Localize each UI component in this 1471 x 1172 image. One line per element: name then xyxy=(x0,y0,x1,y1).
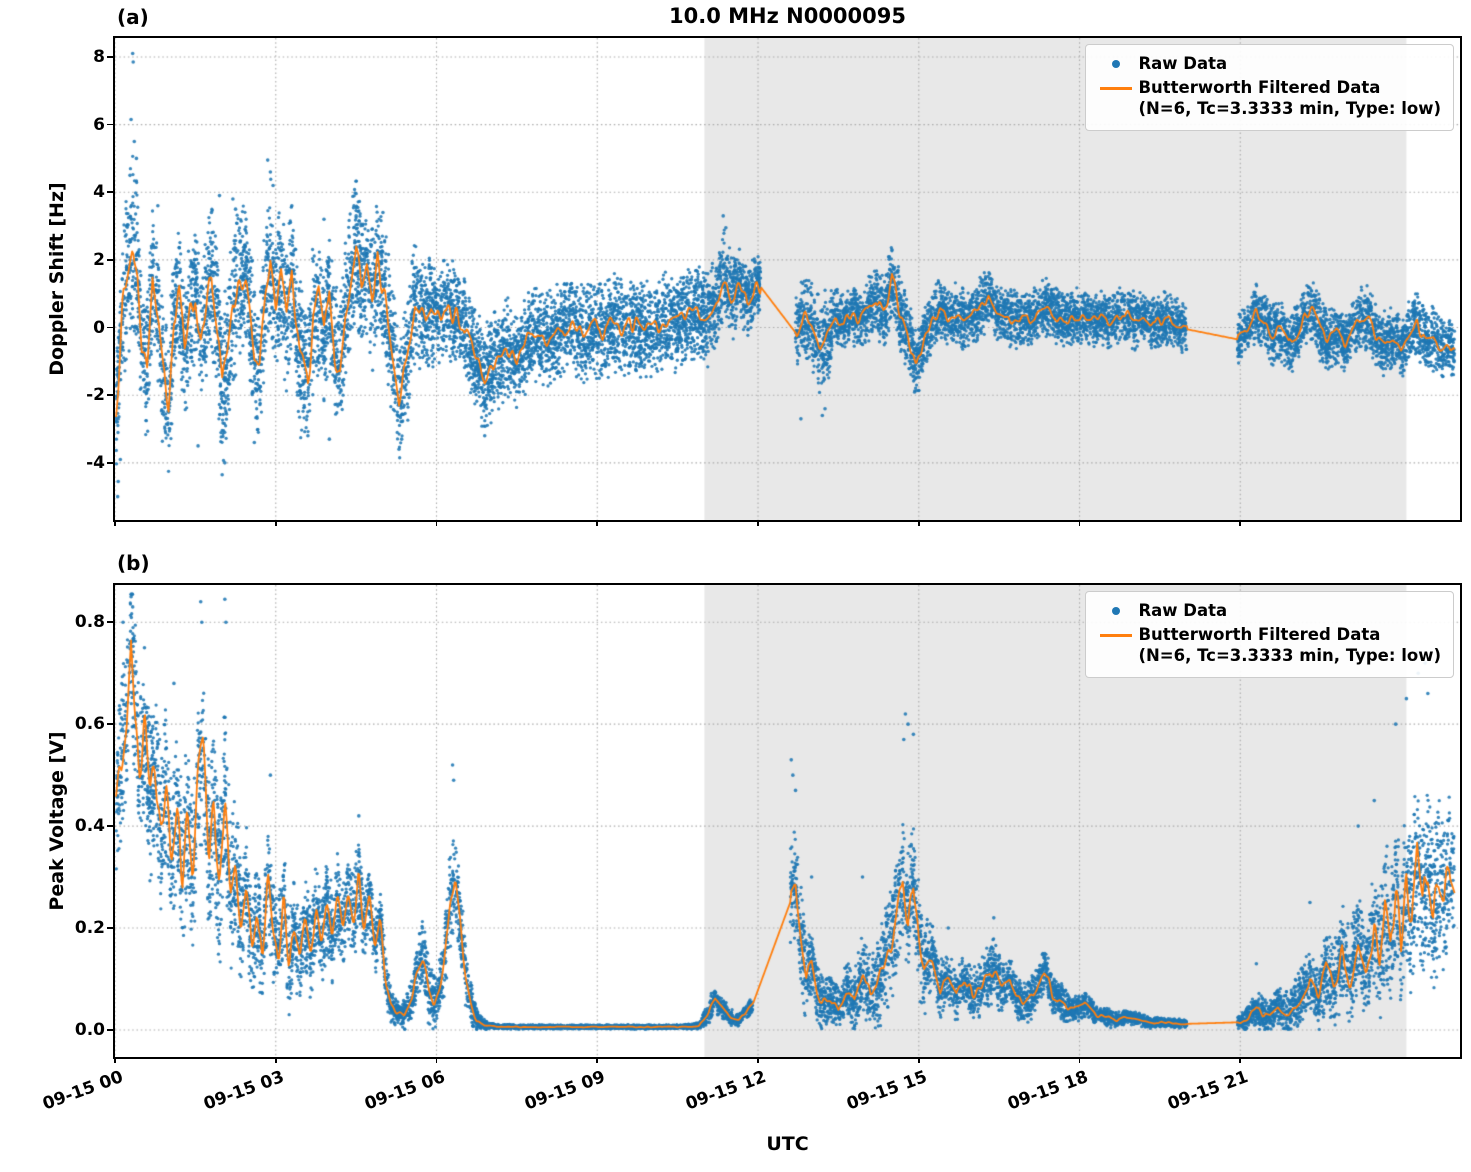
y-tick-label: -2 xyxy=(86,385,105,406)
x-tick-mark xyxy=(596,520,599,526)
figure-title: 10.0 MHz N0000095 xyxy=(669,4,906,28)
panel-a-tag: (a) xyxy=(117,5,149,29)
raw-data-marker-icon xyxy=(1094,600,1138,622)
x-tick-label: 09-15 09 xyxy=(517,1067,608,1115)
x-tick-label-text: 09-15 15 xyxy=(843,1067,930,1115)
x-tick-label-text: 09-15 09 xyxy=(522,1067,609,1115)
x-tick-mark xyxy=(435,520,438,526)
filtered-data-marker-icon xyxy=(1094,624,1138,646)
y-tick-label: 4 xyxy=(93,182,105,203)
y-axis-label-a: Doppler Shift [Hz] xyxy=(46,182,68,376)
y-tick-mark xyxy=(107,326,115,329)
legend-row-filtered: Butterworth Filtered Data (N=6, Tc=3.333… xyxy=(1094,624,1441,667)
y-tick-mark xyxy=(107,825,115,827)
x-axis-label: UTC xyxy=(766,1133,809,1155)
y-tick-label: 2 xyxy=(93,249,105,270)
panel-b-tag: (b) xyxy=(117,551,150,575)
x-tick-label-text: 09-15 03 xyxy=(200,1067,287,1115)
legend-raw-label: Raw Data xyxy=(1138,601,1228,620)
y-tick-mark xyxy=(107,621,115,623)
x-tick-mark xyxy=(1239,520,1242,526)
y-tick-label: 0.8 xyxy=(74,612,105,633)
y-tick-mark xyxy=(107,394,115,396)
raw-data-marker-icon xyxy=(1094,53,1138,75)
x-tick-label: 09-15 12 xyxy=(678,1067,769,1115)
x-tick-mark xyxy=(1239,1057,1242,1063)
y-tick-mark xyxy=(107,462,115,464)
legend-row-filtered: Butterworth Filtered Data (N=6, Tc=3.333… xyxy=(1094,77,1441,120)
x-tick-label: 09-15 06 xyxy=(357,1067,448,1115)
legend-panel-b: Raw Data Butterworth Filtered Data (N=6,… xyxy=(1085,591,1454,678)
x-tick-label-text: 09-15 12 xyxy=(683,1067,769,1115)
x-tick-mark xyxy=(757,520,759,526)
y-tick-mark xyxy=(107,723,115,725)
x-tick-mark xyxy=(114,1057,116,1063)
x-tick-label-text: 09-15 18 xyxy=(1004,1067,1091,1115)
x-tick-mark xyxy=(1078,1057,1081,1063)
legend-panel-a: Raw Data Butterworth Filtered Data (N=6,… xyxy=(1085,44,1454,131)
x-tick-label: 09-15 00 xyxy=(35,1067,126,1115)
y-tick-mark xyxy=(107,1029,115,1031)
x-tick-mark xyxy=(917,520,920,526)
x-tick-mark xyxy=(435,1057,438,1063)
x-tick-mark xyxy=(274,520,277,526)
x-tick-mark xyxy=(274,1057,277,1063)
y-tick-mark xyxy=(107,191,115,194)
y-tick-mark xyxy=(107,123,115,126)
x-tick-label-text: 09-15 00 xyxy=(40,1067,126,1115)
y-tick-label: -4 xyxy=(86,452,105,473)
y-tick-label: 0.4 xyxy=(74,816,105,837)
legend-row-raw: Raw Data xyxy=(1094,600,1441,622)
legend-row-raw: Raw Data xyxy=(1094,53,1441,75)
x-tick-mark xyxy=(757,1057,759,1063)
y-tick-label: 0.6 xyxy=(74,714,105,735)
x-tick-label: 09-15 03 xyxy=(196,1067,287,1115)
y-tick-label: 6 xyxy=(93,114,105,135)
x-tick-mark xyxy=(1078,520,1081,526)
legend-filtered-label: Butterworth Filtered Data (N=6, Tc=3.333… xyxy=(1138,78,1441,119)
y-tick-label: 0 xyxy=(93,317,105,338)
y-tick-mark xyxy=(107,56,115,58)
x-tick-label-text: 09-15 06 xyxy=(361,1067,448,1115)
x-tick-label: 09-15 18 xyxy=(1000,1067,1091,1115)
x-tick-label: 09-15 21 xyxy=(1160,1067,1251,1115)
y-tick-mark xyxy=(107,259,115,261)
x-tick-mark xyxy=(917,1057,920,1063)
filtered-data-marker-icon xyxy=(1094,77,1138,99)
y-tick-label: 0.2 xyxy=(74,918,105,939)
x-tick-label-text: 09-15 21 xyxy=(1165,1067,1252,1115)
legend-raw-label: Raw Data xyxy=(1138,54,1228,73)
y-tick-label: 0.0 xyxy=(74,1019,105,1040)
y-tick-mark xyxy=(107,927,115,929)
y-tick-label: 8 xyxy=(93,46,105,67)
x-tick-mark xyxy=(596,1057,599,1063)
legend-filtered-label: Butterworth Filtered Data (N=6, Tc=3.333… xyxy=(1138,625,1441,666)
x-tick-label: 09-15 15 xyxy=(839,1067,930,1115)
x-tick-mark xyxy=(114,520,116,526)
